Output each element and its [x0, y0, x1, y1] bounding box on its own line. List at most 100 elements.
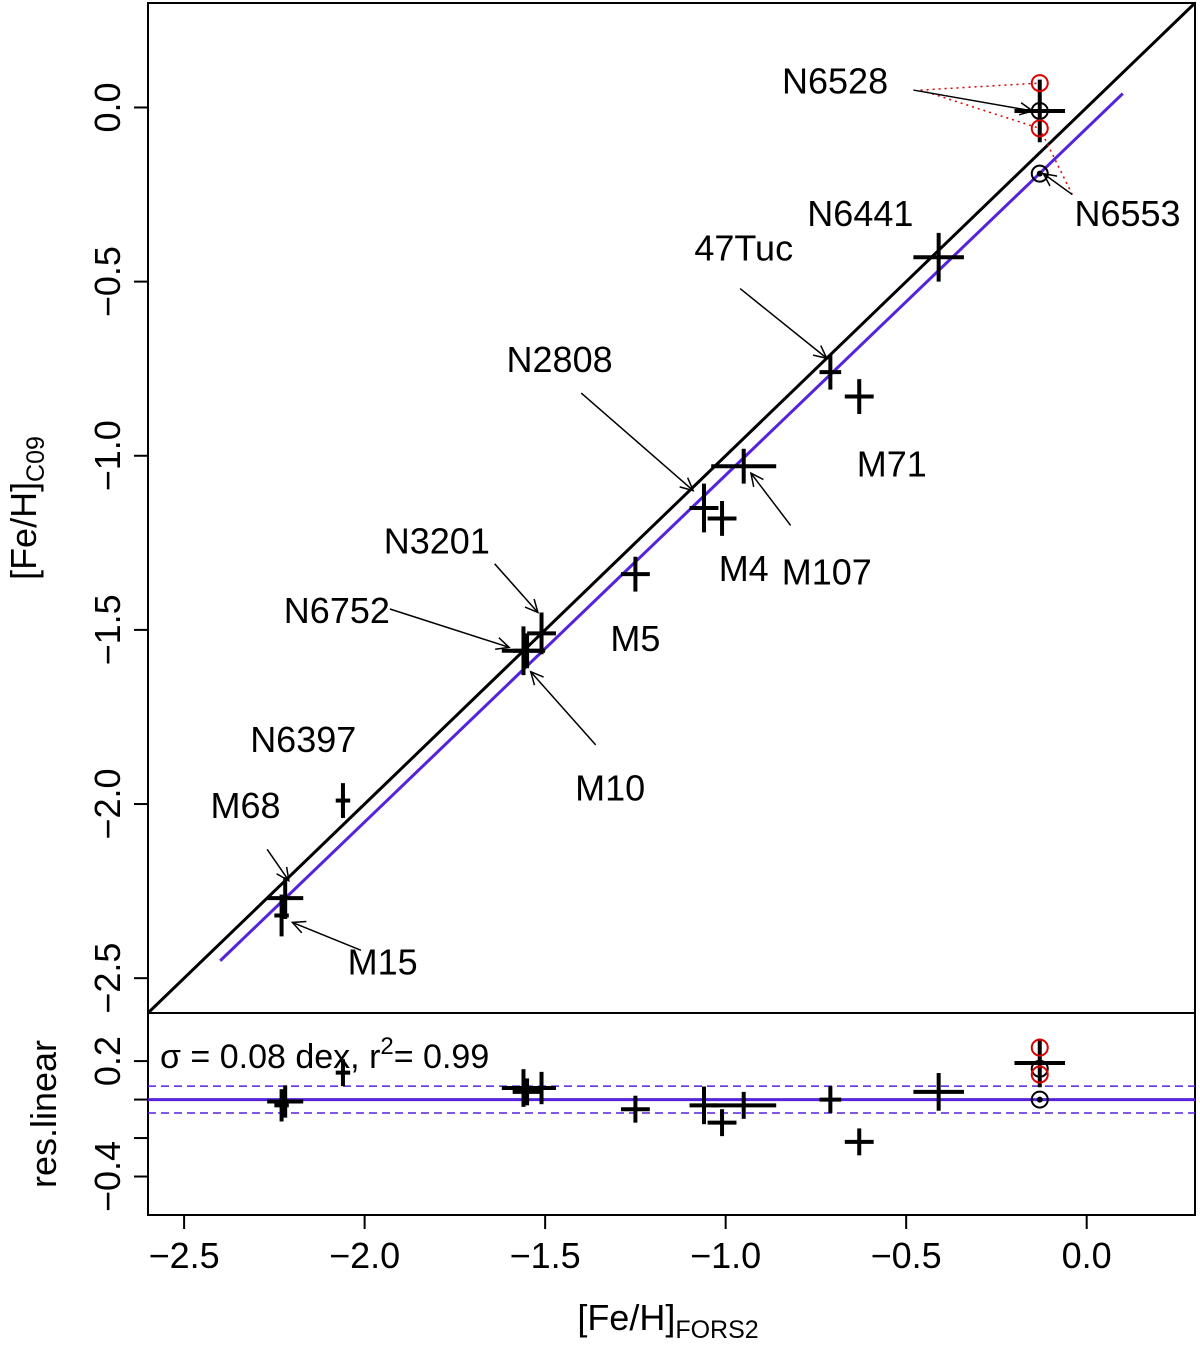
dotted-connector: [920, 82, 1040, 91]
annotation-arrow: [266, 848, 290, 883]
data-point: [267, 1085, 304, 1118]
data-point: [819, 354, 842, 390]
annotation-arrow: [739, 288, 829, 360]
point-label: N6553: [1074, 193, 1180, 234]
data-point: [819, 1086, 842, 1114]
point-label: M4: [719, 548, 769, 589]
residual-reference-lines: [148, 1085, 1195, 1114]
circled-point: [1030, 1090, 1049, 1109]
x-tick-label: −1.0: [690, 1235, 761, 1276]
residual-y-tick-label: 0.2: [87, 1036, 128, 1086]
data-point: [335, 783, 351, 818]
point-label: 47Tuc: [694, 228, 793, 269]
circled-point: [1030, 119, 1049, 138]
data-point: [274, 894, 289, 937]
x-axis: −2.5 −2.0 −1.5 −1.0 −0.5 0.0: [149, 1215, 1112, 1276]
main-y-axis-title-sub: C09: [22, 436, 50, 482]
point-label: M5: [610, 618, 660, 659]
residual-sigma-text: σ = 0.08 dex, r: [160, 1038, 380, 1076]
annotation-arrow: [290, 920, 362, 952]
data-point: [707, 501, 737, 536]
annotation-arrow: [1041, 172, 1073, 196]
y-tick-label: −2.5: [87, 943, 128, 1014]
residual-r2-superscript: 2: [380, 1033, 393, 1060]
data-point: [527, 612, 556, 655]
main-y-axis-title-text: [Fe/H]: [3, 482, 44, 580]
x-axis-title-sub: FORS2: [675, 1316, 758, 1344]
circled-point: [1030, 1038, 1049, 1057]
data-point: [274, 1089, 289, 1122]
y-tick-label: 0.0: [87, 82, 128, 132]
main-annotation-arrows: [266, 82, 1073, 952]
annotation-arrow: [749, 471, 792, 526]
dotted-connector: [1039, 128, 1073, 195]
x-tick-label: −2.5: [149, 1235, 220, 1276]
main-data-points: [267, 79, 1066, 937]
circled-point: [1030, 1065, 1049, 1084]
x-tick-label: 0.0: [1062, 1235, 1112, 1276]
y-tick-label: −0.5: [87, 246, 128, 317]
circled-point: [1030, 164, 1049, 183]
point-label: N3201: [384, 520, 490, 561]
data-point: [844, 379, 874, 414]
residual-stats-label: σ = 0.08 dex, r2= 0.99: [160, 1033, 489, 1076]
x-axis-title-text: [Fe/H]: [577, 1297, 675, 1338]
residual-y-axis: 0.2 −0.4: [87, 1036, 148, 1212]
data-point: [844, 1128, 874, 1156]
data-point: [707, 1109, 737, 1137]
x-tick-label: −2.0: [329, 1235, 400, 1276]
identity-line: [148, 3, 1195, 1013]
data-point: [512, 1078, 542, 1106]
annotation-arrow: [494, 563, 540, 614]
y-tick-label: −1.0: [87, 420, 128, 491]
circled-point: [1030, 101, 1049, 120]
point-label: M68: [210, 785, 280, 826]
data-point: [1014, 1038, 1066, 1088]
annotation-arrow: [389, 608, 511, 650]
main-y-axis-title: [Fe/H]C09: [3, 436, 50, 580]
data-point: [1014, 79, 1066, 143]
data-point: [711, 1091, 777, 1119]
annotation-arrow: [529, 670, 597, 746]
point-label: N2808: [507, 339, 613, 380]
x-tick-label: −1.5: [510, 1235, 581, 1276]
residual-y-tick-label: −0.4: [87, 1141, 128, 1212]
circled-point: [1030, 74, 1049, 93]
y-tick-label: −2.0: [87, 768, 128, 839]
x-axis-title: [Fe/H]FORS2: [577, 1297, 758, 1344]
main-fit-lines: [148, 3, 1195, 1013]
point-label: N6752: [284, 590, 390, 631]
point-label: M107: [782, 552, 872, 593]
main-y-axis: −2.5 −2.0 −1.5 −1.0 −0.5 0.0: [87, 82, 148, 1014]
data-point: [913, 232, 964, 282]
y-tick-label: −1.5: [87, 594, 128, 665]
point-label: N6528: [782, 61, 888, 102]
residual-data-points: [267, 1038, 1066, 1156]
point-label: M71: [857, 444, 927, 485]
data-point: [267, 877, 304, 919]
residual-circled-points: [1030, 1038, 1049, 1109]
x-tick-label: −0.5: [871, 1235, 942, 1276]
data-point: [913, 1073, 964, 1111]
point-label: M10: [575, 768, 645, 809]
residual-r2-text: = 0.99: [394, 1038, 489, 1076]
fit-line: [219, 92, 1124, 962]
annotation-arrow: [580, 392, 695, 492]
point-label: M15: [348, 942, 418, 983]
circled-point: [1030, 1059, 1049, 1078]
main-point-labels: N6528 N6553 N6441 47Tuc N2808 M71 M107 M4 N3201 M…: [210, 61, 1180, 983]
data-point: [335, 1059, 351, 1087]
point-label: N6397: [250, 719, 356, 760]
data-point: [620, 556, 650, 592]
data-point: [689, 483, 719, 533]
main-panel: −2.5 −2.0 −1.5 −1.0 −0.5 0.0 N6528 N6553 N6441 4…: [3, 2, 1196, 1014]
residual-panel: 0.2 −0.4 σ = 0.08 dex, r2= 0.99 res.linea…: [23, 1012, 1196, 1216]
residual-y-axis-title: res.linear: [23, 1040, 64, 1188]
data-point: [711, 448, 777, 484]
data-point: [512, 633, 542, 669]
residual-plot-frame: [147, 1012, 1196, 1216]
point-label: N6441: [807, 193, 913, 234]
data-point: [527, 1071, 556, 1105]
main-circled-points: [1030, 74, 1049, 183]
